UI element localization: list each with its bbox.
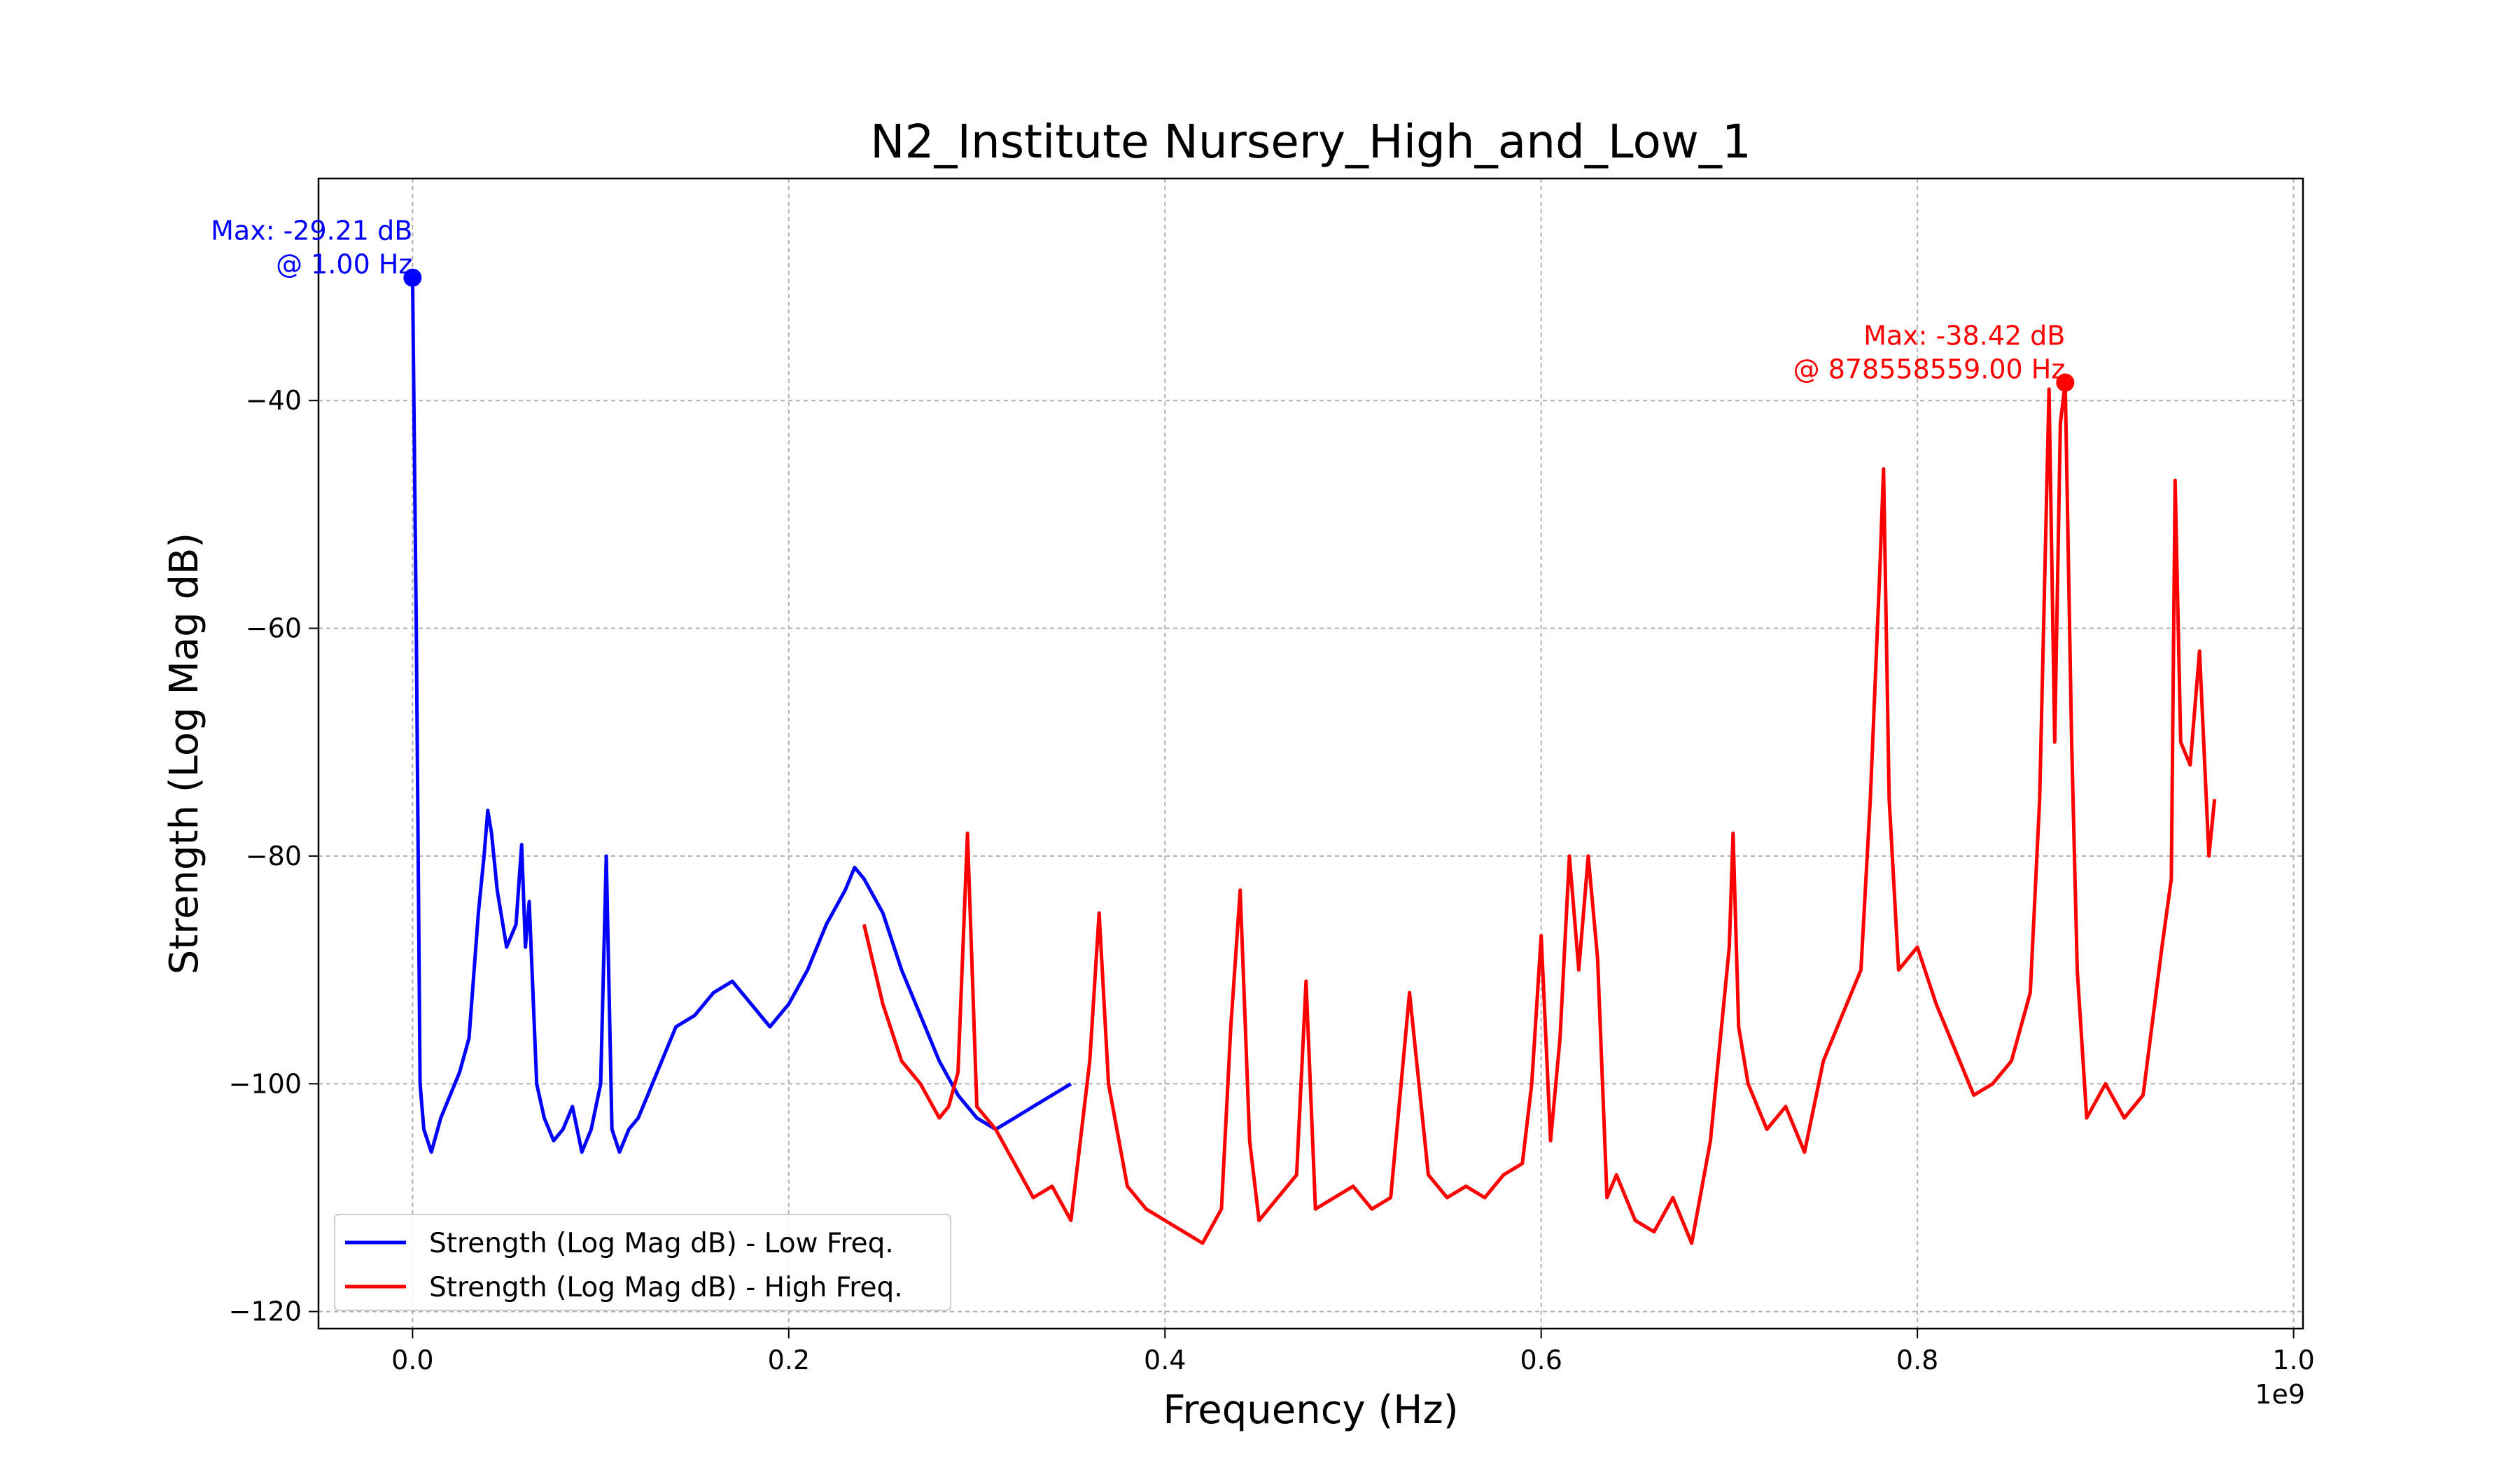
y-tick-label: −80	[246, 841, 302, 872]
x-tick-label: 0.6	[1520, 1345, 1562, 1376]
legend: Strength (Log Mag dB) - Low Freq. Streng…	[334, 1214, 951, 1311]
max-annotation-frequency: @ 878558559.00 Hz	[1793, 354, 2066, 385]
max-annotation-value: Max: -29.21 dB	[211, 216, 412, 246]
series-line-low-freq	[410, 277, 1072, 1154]
annotations: Max: -29.21 dB@ 1.00 Hz Max: -38.42 dB@ 8…	[211, 216, 2075, 392]
series-layer	[410, 277, 2217, 1245]
y-tick-label: −60	[246, 613, 302, 644]
x-tick-label: 0.4	[1144, 1345, 1186, 1376]
y-tick-label: −100	[229, 1068, 302, 1099]
y-tick-label: −120	[229, 1296, 302, 1327]
max-marker	[403, 268, 422, 287]
max-marker	[2056, 373, 2075, 392]
y-tick-label: −40	[246, 385, 302, 416]
x-tick-label: 0.8	[1896, 1345, 1938, 1376]
chart-title: N2_Institute Nursery_High_and_Low_1	[870, 115, 1751, 169]
x-tick-label: 0.2	[768, 1345, 810, 1376]
x-axis-offset-label: 1e9	[2255, 1379, 2305, 1410]
x-tick-label: 1.0	[2272, 1345, 2314, 1376]
max-annotation-value: Max: -38.42 dB	[1863, 321, 2065, 351]
legend-box	[334, 1214, 951, 1311]
legend-entry-high-freq: Strength (Log Mag dB) - High Freq.	[429, 1272, 903, 1303]
plot-frame	[317, 177, 2304, 1330]
ticks: 0.0 0.2 0.4 0.6 0.8 1.0 −40 −60 −80 −100 −120	[229, 385, 2315, 1376]
max-annotation-frequency: @ 1.00 Hz	[276, 249, 412, 280]
x-axis-label: Frequency (Hz)	[1163, 1387, 1458, 1433]
grid	[318, 178, 2303, 1329]
legend-entry-low-freq: Strength (Log Mag dB) - Low Freq.	[429, 1228, 894, 1259]
x-tick-label: 0.0	[391, 1345, 433, 1376]
series-line-high-freq	[862, 381, 2217, 1245]
y-axis-label: Strength (Log Mag dB)	[162, 533, 207, 975]
